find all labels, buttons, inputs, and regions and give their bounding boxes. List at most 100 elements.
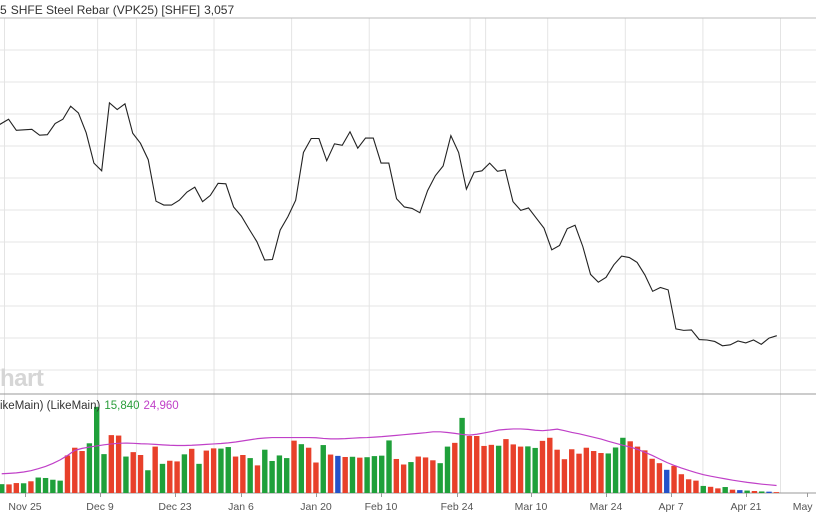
volume-bar — [605, 453, 611, 493]
volume-bar — [0, 484, 5, 493]
x-tick-label: Dec 9 — [86, 501, 114, 513]
volume-bar — [203, 450, 210, 493]
volume-bar — [430, 460, 436, 493]
volume-bar — [305, 447, 312, 493]
volume-bar — [262, 449, 268, 493]
volume-bar — [598, 453, 604, 493]
volume-bar — [452, 442, 458, 493]
volume-bar — [612, 447, 619, 493]
volume-bar — [408, 462, 414, 493]
volume-bar — [620, 437, 626, 493]
volume-bars — [0, 406, 780, 493]
volume-bar — [108, 435, 115, 493]
watermark-logo: hart — [0, 365, 44, 392]
volume-bar — [671, 465, 677, 493]
volume-bar — [415, 456, 421, 493]
volume-bar — [210, 448, 217, 493]
volume-bar — [57, 480, 63, 493]
volume-bar — [94, 406, 100, 493]
price-line — [0, 101, 777, 347]
volume-bar — [218, 448, 224, 493]
volume-bar — [371, 456, 378, 493]
volume-bar — [101, 454, 107, 493]
volume-bar — [488, 444, 495, 493]
last-price: 3,057 — [204, 3, 235, 17]
volume-bar — [342, 456, 348, 493]
volume-bar — [525, 446, 531, 493]
volume-bar — [232, 456, 239, 493]
grid — [0, 18, 816, 493]
x-tick-label: Mar 10 — [515, 501, 548, 513]
volume-bar — [298, 444, 305, 493]
volume-legend: ikeMain) (LikeMain) 15,840 24,960 — [0, 398, 183, 414]
volume-bar — [642, 450, 648, 493]
volume-bar — [590, 451, 597, 493]
volume-bar — [130, 452, 136, 493]
volume-bar — [437, 463, 443, 493]
volume-bar — [532, 447, 538, 493]
volume-bar — [722, 487, 728, 493]
chart-title: 5 SHFE Steel Rebar (VPK25) [SHFE] 3,057 — [0, 0, 816, 20]
volume-bar — [123, 456, 129, 493]
volume-bar — [145, 470, 151, 493]
volume-bar — [459, 417, 465, 493]
volume-bar — [561, 459, 568, 493]
volume-bar — [364, 457, 370, 493]
volume-bar — [649, 458, 655, 493]
volume-bar — [42, 477, 49, 493]
volume-bar — [737, 490, 743, 493]
x-tick-label: Feb 24 — [441, 501, 474, 513]
volume-bar — [634, 446, 641, 493]
volume-bar — [137, 455, 144, 493]
volume-bar — [167, 460, 173, 493]
volume-bar — [547, 437, 553, 493]
volume-bar — [6, 484, 12, 493]
volume-bar — [503, 439, 509, 493]
volume-bar — [678, 474, 685, 493]
volume-bar — [50, 479, 56, 493]
volume-bar — [189, 448, 195, 493]
x-tick-label: Jan 20 — [300, 501, 332, 513]
volume-bar — [28, 481, 34, 493]
volume-bar — [159, 463, 166, 493]
x-tick-label: Feb 10 — [365, 501, 398, 513]
volume-bar — [517, 446, 524, 493]
volume-bar — [664, 469, 670, 493]
volume-bar — [35, 477, 41, 493]
volume-bar — [576, 453, 582, 493]
volume-bar — [335, 455, 341, 493]
volume-bar — [327, 454, 334, 493]
volume-bar — [225, 447, 231, 493]
x-tick-label: Apr 7 — [658, 501, 683, 513]
volume-bar — [269, 460, 275, 493]
volume-ma-value: 24,960 — [143, 400, 179, 412]
volume-bar — [196, 463, 202, 493]
volume-study-label: ikeMain) (LikeMain) — [0, 400, 101, 412]
volume-bar — [240, 455, 246, 493]
volume-bar — [386, 440, 392, 493]
volume-bar — [466, 436, 473, 493]
volume-bar — [474, 436, 480, 493]
volume-bar — [152, 446, 158, 493]
x-axis-ticks: Nov 25 Dec 9 Dec 23 Jan 6 Jan 20 Feb 10 Feb 24… — [8, 493, 816, 513]
volume-bar — [79, 451, 85, 493]
volume-bar — [174, 461, 180, 493]
volume-bar — [707, 486, 714, 493]
volume-bar — [693, 480, 699, 493]
volume-bar — [656, 463, 663, 493]
volume-bar — [291, 440, 297, 493]
volume-bar — [766, 491, 772, 493]
volume-bar — [254, 465, 261, 493]
volume-bar — [86, 443, 93, 493]
volume-bar — [284, 458, 290, 493]
volume-bar — [400, 464, 407, 493]
volume-bar — [685, 479, 692, 493]
volume-bar — [744, 490, 750, 493]
volume-bar — [569, 449, 575, 493]
volume-bar — [72, 447, 78, 493]
volume-bar — [510, 444, 516, 493]
volume-bar — [393, 458, 400, 493]
volume-bar — [313, 462, 319, 493]
volume-bar — [751, 491, 758, 493]
